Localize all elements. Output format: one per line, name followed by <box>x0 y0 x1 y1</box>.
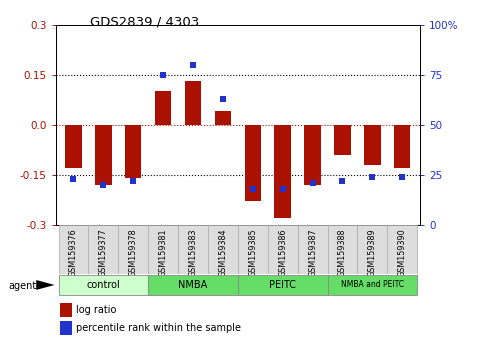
FancyBboxPatch shape <box>327 275 417 295</box>
Bar <box>155 91 171 125</box>
Text: NMBA and PEITC: NMBA and PEITC <box>341 280 404 290</box>
FancyBboxPatch shape <box>268 225 298 274</box>
Text: GSM159378: GSM159378 <box>129 228 138 277</box>
Text: GSM159385: GSM159385 <box>248 228 257 277</box>
Text: control: control <box>86 280 120 290</box>
FancyBboxPatch shape <box>148 225 178 274</box>
Text: GSM159386: GSM159386 <box>278 228 287 277</box>
FancyBboxPatch shape <box>58 275 148 295</box>
FancyBboxPatch shape <box>238 225 268 274</box>
Text: GSM159381: GSM159381 <box>158 228 168 277</box>
FancyBboxPatch shape <box>327 225 357 274</box>
FancyBboxPatch shape <box>58 225 88 274</box>
Bar <box>215 112 231 125</box>
Text: GSM159384: GSM159384 <box>218 228 227 277</box>
Bar <box>95 125 112 185</box>
Bar <box>304 125 321 185</box>
FancyBboxPatch shape <box>387 225 417 274</box>
Text: GSM159376: GSM159376 <box>69 228 78 277</box>
Text: GSM159388: GSM159388 <box>338 228 347 277</box>
Text: GSM159377: GSM159377 <box>99 228 108 277</box>
FancyBboxPatch shape <box>208 225 238 274</box>
FancyBboxPatch shape <box>118 225 148 274</box>
FancyBboxPatch shape <box>357 225 387 274</box>
Bar <box>334 125 351 155</box>
FancyBboxPatch shape <box>148 275 238 295</box>
Text: GSM159383: GSM159383 <box>188 228 198 277</box>
FancyBboxPatch shape <box>178 225 208 274</box>
Text: percentile rank within the sample: percentile rank within the sample <box>76 323 242 333</box>
FancyBboxPatch shape <box>88 225 118 274</box>
Text: log ratio: log ratio <box>76 305 117 315</box>
Bar <box>185 81 201 125</box>
Bar <box>65 125 82 168</box>
Polygon shape <box>36 280 55 290</box>
Bar <box>394 125 411 168</box>
Bar <box>125 125 142 178</box>
Text: agent: agent <box>9 281 37 291</box>
Text: PEITC: PEITC <box>269 280 296 290</box>
Bar <box>274 125 291 218</box>
FancyBboxPatch shape <box>298 225 327 274</box>
Bar <box>364 125 381 165</box>
Text: GDS2839 / 4303: GDS2839 / 4303 <box>90 16 199 29</box>
Text: GSM159387: GSM159387 <box>308 228 317 277</box>
Bar <box>244 125 261 201</box>
Text: GSM159390: GSM159390 <box>398 228 407 277</box>
FancyBboxPatch shape <box>238 275 327 295</box>
Text: NMBA: NMBA <box>178 280 208 290</box>
Text: GSM159389: GSM159389 <box>368 228 377 277</box>
